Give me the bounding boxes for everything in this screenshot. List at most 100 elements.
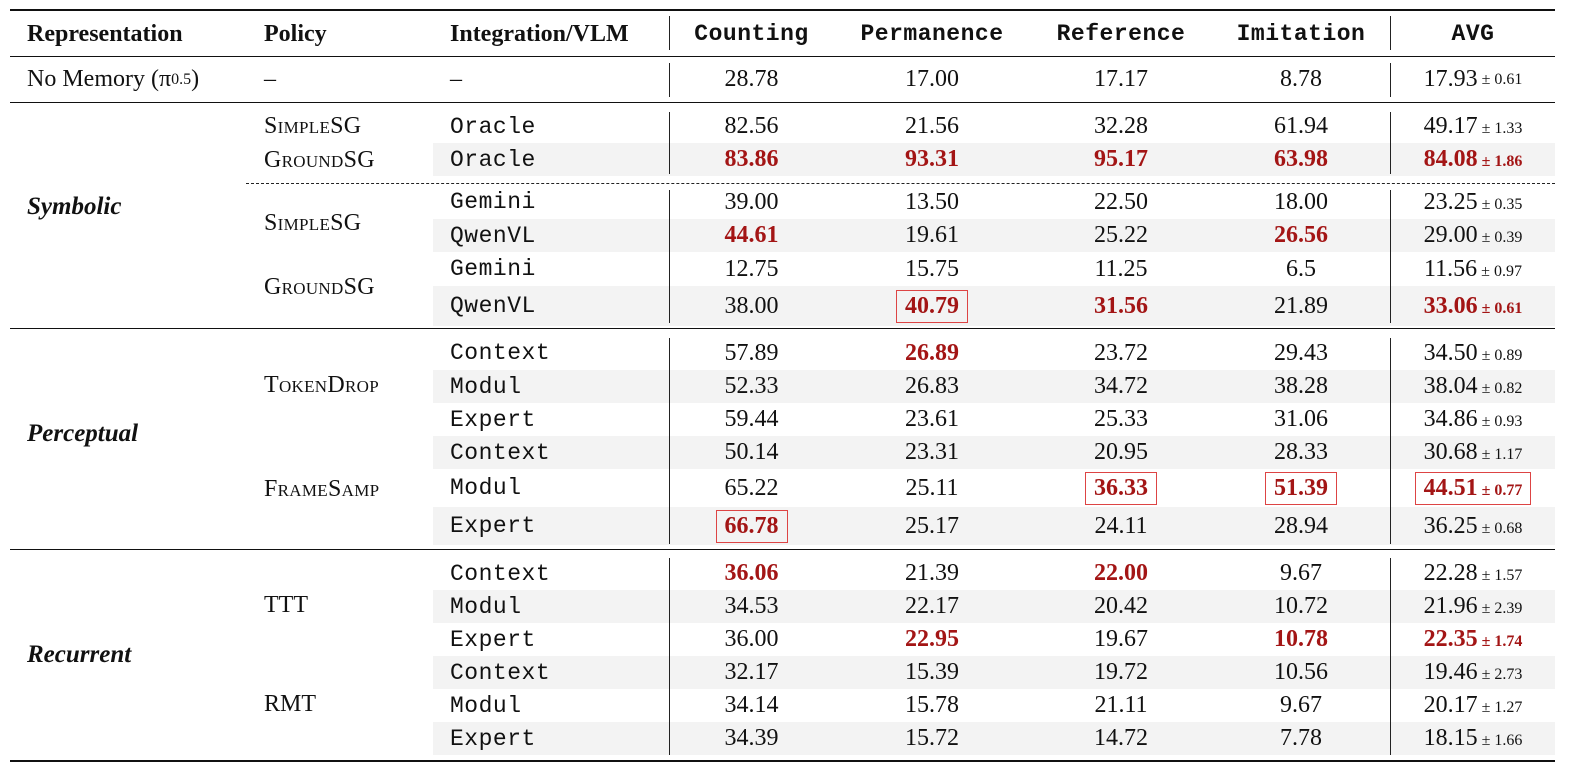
top-rule — [10, 9, 1555, 11]
header-policy: Policy — [264, 20, 327, 47]
avg-pm: ± 0.82 — [1481, 380, 1523, 397]
reference-cell: 25.22 — [1031, 219, 1211, 252]
avg-cell: 30.68 ± 1.17 — [1391, 436, 1555, 469]
avg-pm: ± 1.74 — [1481, 633, 1523, 650]
permanence-cell: 26.83 — [833, 370, 1031, 403]
permanence-number: 19.61 — [905, 222, 959, 248]
baseline-label: No Memory (π 0.5) — [27, 57, 199, 102]
avg-cell: 44.51 ± 0.77 — [1391, 469, 1555, 507]
policy-groundsg-oracle: GroundSG — [264, 146, 375, 173]
counting-number: 36.06 — [724, 560, 779, 586]
imitation-value: 18.00 — [1274, 189, 1328, 216]
imitation-cell: 63.98 — [1211, 143, 1391, 176]
policy-groundsg-vlm: GroundSG — [264, 273, 375, 300]
permanence-value: 15.72 — [905, 725, 959, 752]
avg-pm: ± 0.77 — [1481, 481, 1523, 499]
vline-left-vlm — [669, 190, 671, 323]
avg-pm: ± 0.68 — [1481, 519, 1523, 537]
counting-number: 52.33 — [724, 373, 779, 399]
counting-value: 34.53 — [725, 593, 779, 620]
avg-value: 22.35 ± 1.74 — [1424, 626, 1523, 653]
avg-value: 84.08 ± 1.86 — [1424, 146, 1523, 173]
imitation-number: 9.67 — [1280, 692, 1322, 718]
baseline-reference: 17.17 — [1094, 66, 1148, 92]
imitation-number: 63.98 — [1274, 146, 1328, 172]
counting-cell: 52.33 — [670, 370, 833, 403]
imitation-value: 10.72 — [1274, 593, 1328, 620]
imitation-cell: 29.43 — [1211, 336, 1391, 370]
integration-cell: Context — [450, 439, 551, 466]
imitation-cell: 10.56 — [1211, 656, 1391, 689]
permanence-cell: 93.31 — [833, 143, 1031, 176]
counting-number: 83.86 — [724, 146, 779, 172]
imitation-cell: 28.94 — [1211, 507, 1391, 545]
vline-right-perceptual — [1390, 338, 1392, 544]
imitation-number: 38.28 — [1274, 373, 1328, 399]
permanence-cell: 19.61 — [833, 219, 1031, 252]
imitation-number: 9.67 — [1280, 560, 1322, 586]
permanence-number: 15.72 — [905, 725, 959, 751]
avg-cell: 29.00 ± 0.39 — [1391, 219, 1555, 252]
permanence-number: 23.61 — [905, 406, 959, 432]
permanence-value: 15.75 — [905, 256, 959, 283]
imitation-value: 38.28 — [1274, 373, 1328, 400]
permanence-number: 13.50 — [905, 188, 959, 215]
counting-number: 34.14 — [724, 692, 779, 718]
reference-number: 95.17 — [1094, 146, 1148, 172]
avg-pm: ± 0.61 — [1481, 299, 1523, 317]
permanence-number: 93.31 — [905, 146, 959, 172]
permanence-value: 23.61 — [905, 406, 959, 433]
reference-cell: 19.67 — [1031, 623, 1211, 656]
imitation-number: 28.33 — [1274, 439, 1328, 465]
reference-number: 22.00 — [1094, 560, 1148, 586]
policy-ttt: TTT — [264, 591, 308, 618]
counting-value: 59.44 — [725, 406, 779, 433]
permanence-number: 26.83 — [905, 373, 959, 399]
counting-value: 32.17 — [725, 659, 779, 686]
avg-number: 21.96 — [1423, 593, 1478, 619]
permanence-cell: 21.56 — [833, 110, 1031, 143]
vline-right-baseline — [1390, 63, 1392, 97]
counting-number: 59.44 — [724, 406, 779, 432]
imitation-number: 61.94 — [1274, 113, 1328, 139]
avg-value: 34.50 ± 0.89 — [1424, 340, 1523, 367]
integration-cell: Expert — [450, 513, 536, 539]
imitation-cell: 26.56 — [1211, 219, 1391, 252]
permanence-value: 93.31 — [905, 146, 959, 173]
integration-cell: Modul — [450, 692, 522, 719]
imitation-number: 6.5 — [1286, 255, 1316, 282]
avg-number: 20.17 — [1423, 692, 1478, 718]
avg-cell: 20.17 ± 1.27 — [1391, 689, 1555, 722]
avg-pm: ± 1.57 — [1481, 567, 1523, 584]
permanence-number: 22.95 — [905, 626, 959, 652]
integration-cell: QwenVL — [450, 293, 536, 319]
baseline-avg: 17.93 ± 0.61 — [1391, 57, 1555, 102]
counting-cell: 34.53 — [670, 590, 833, 623]
counting-number: 44.61 — [724, 222, 779, 248]
row-shade — [433, 590, 1555, 623]
reference-number: 19.67 — [1094, 626, 1148, 652]
permanence-number: 21.56 — [905, 113, 959, 139]
permanence-cell: 15.72 — [833, 722, 1031, 755]
counting-cell: 36.00 — [670, 623, 833, 656]
imitation-cell: 61.94 — [1211, 110, 1391, 143]
avg-number: 23.25 — [1423, 188, 1478, 215]
imitation-number: 28.94 — [1274, 512, 1328, 539]
reference-number: 32.28 — [1094, 113, 1148, 139]
reference-value: 22.50 — [1094, 189, 1148, 216]
integration-cell: Modul — [450, 475, 522, 501]
counting-cell: 59.44 — [670, 403, 833, 436]
vline-right-recurrent — [1390, 558, 1392, 755]
imitation-cell: 7.78 — [1211, 722, 1391, 755]
permanence-value: 15.39 — [905, 659, 959, 686]
reference-cell: 14.72 — [1031, 722, 1211, 755]
avg-cell: 49.17 ± 1.33 — [1391, 110, 1555, 143]
policy-tokendrop: TokenDrop — [264, 371, 379, 398]
avg-value: 11.56 ± 0.97 — [1424, 256, 1522, 283]
avg-value: 23.25 ± 0.35 — [1424, 189, 1523, 216]
imitation-cell: 51.39 — [1211, 469, 1391, 507]
imitation-cell: 9.67 — [1211, 557, 1391, 590]
counting-number: 57.89 — [724, 339, 779, 366]
integration-cell: Expert — [450, 406, 536, 433]
avg-value: 33.06 ± 0.61 — [1424, 293, 1523, 320]
